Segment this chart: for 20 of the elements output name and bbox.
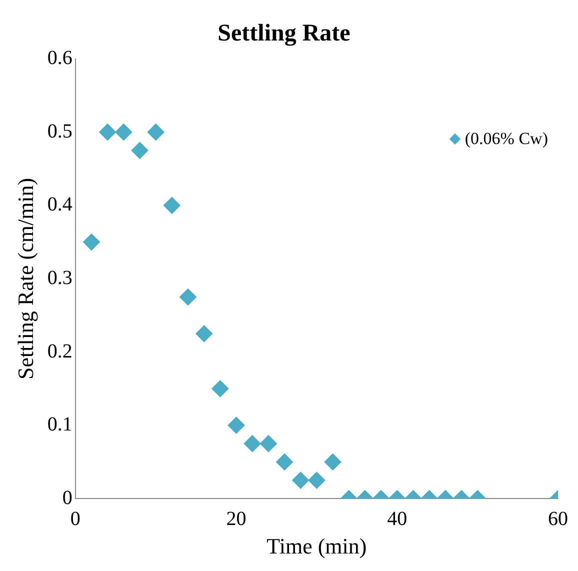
x-tick-label: 20 bbox=[226, 508, 246, 530]
x-tick-label: 60 bbox=[548, 508, 568, 530]
y-tick-label: 0.6 bbox=[47, 47, 72, 70]
chart-title: Settling Rate bbox=[218, 20, 351, 47]
point bbox=[131, 142, 148, 159]
point bbox=[82, 234, 100, 251]
point bbox=[147, 124, 164, 141]
x-tick-label: 40 bbox=[387, 508, 408, 530]
y-tick-label: 0.1 bbox=[47, 414, 72, 436]
point bbox=[115, 124, 132, 141]
x-axis-title: Time (min) bbox=[266, 534, 367, 559]
y-tick-label: 0.2 bbox=[47, 340, 72, 362]
y-tick-label: 0.5 bbox=[47, 120, 72, 142]
y-tick-label: 0.3 bbox=[47, 266, 72, 289]
point bbox=[99, 124, 116, 141]
y-axis-title: Settling Rate (cm/min) bbox=[12, 178, 38, 380]
point bbox=[163, 196, 180, 214]
y-tick-label: 0.4 bbox=[47, 194, 72, 216]
y-tick-label: 0 bbox=[62, 486, 72, 509]
legend-label: (0.06% Cw) bbox=[464, 128, 548, 149]
